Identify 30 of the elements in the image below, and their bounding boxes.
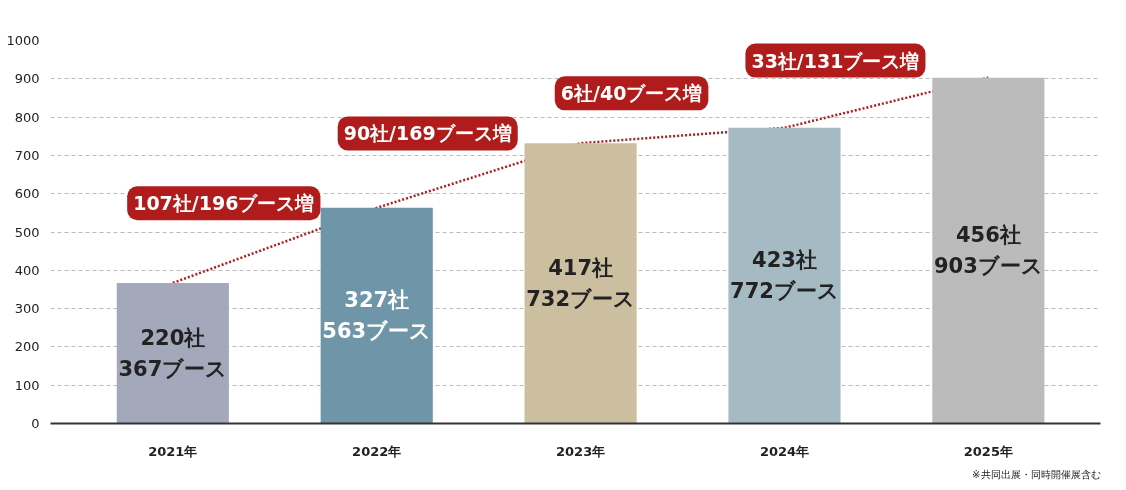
y-tick-label: 700 (14, 147, 40, 163)
annotation: 107社/196ブース増 (133, 192, 315, 215)
data-label: 417社 732ブース (526, 255, 636, 311)
x-tick-label: 2021年 (148, 443, 198, 459)
data-label: 456社 903ブース (933, 222, 1043, 279)
y-tick-label: 0 (31, 416, 40, 431)
y-tick-label: 100 (14, 377, 40, 393)
bar (728, 127, 841, 424)
y-tick-label: 800 (14, 109, 40, 125)
x-tick-label: 2022年 (352, 443, 402, 459)
annotation: 6社/40ブース増 (560, 82, 703, 105)
data-label: 423社 772ブース (730, 248, 839, 304)
x-tick-label: 2025年 (963, 443, 1013, 459)
y-tick-label: 200 (14, 339, 40, 355)
y-tick-label: 600 (14, 186, 40, 202)
y-tick-label: 900 (14, 71, 40, 87)
bar (116, 282, 229, 424)
bar (524, 143, 637, 424)
x-tick-label: 2024年 (759, 443, 810, 459)
y-tick-label: 500 (14, 224, 40, 240)
y-tick-label: 1000 (6, 33, 40, 48)
annotation: 33社/131ブース増 (751, 49, 920, 72)
y-tick-label: 400 (14, 262, 40, 278)
x-tick-label: 2023年 (556, 443, 606, 459)
annotation: 90社/169ブース増 (343, 122, 512, 145)
data-label: 220社 367ブース (118, 325, 228, 381)
data-label: 327社 563ブース (322, 288, 432, 344)
y-tick-label: 300 (14, 301, 40, 317)
bar (320, 207, 433, 424)
text: ※共同出展・同時開催展含む (972, 468, 1101, 480)
